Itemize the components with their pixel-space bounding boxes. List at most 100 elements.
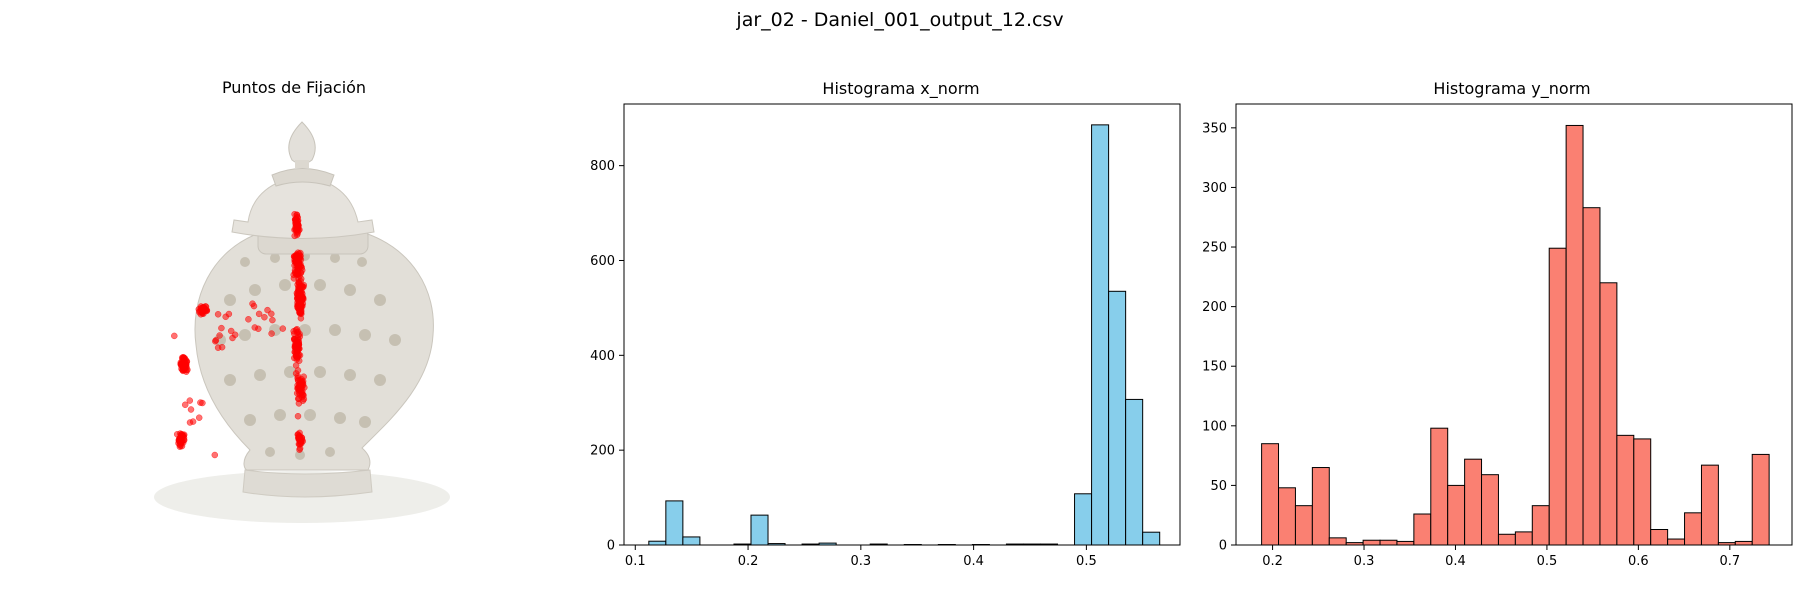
fixation-point <box>298 302 305 309</box>
fixation-point <box>294 220 302 228</box>
fixation-point <box>294 374 301 382</box>
fixation-point <box>178 360 185 368</box>
fixation-point <box>294 395 302 402</box>
fixation-point <box>296 291 303 299</box>
fixation-point <box>294 367 302 374</box>
fixation-point <box>295 250 303 257</box>
fixation-point <box>294 221 302 229</box>
fixation-point <box>295 292 302 300</box>
fixation-point <box>295 433 302 441</box>
fixation-point <box>297 315 305 322</box>
fixation-point <box>295 331 302 339</box>
fixation-point <box>295 261 303 268</box>
fixation-point <box>292 346 299 353</box>
fixation-point <box>292 220 299 227</box>
fixation-point <box>295 284 303 292</box>
fixation-point <box>298 297 306 304</box>
fixation-point <box>295 289 303 296</box>
fixation-point <box>292 270 299 277</box>
fixation-point <box>196 308 203 316</box>
histogram-bar <box>1328 537 1347 546</box>
fixation-point <box>296 333 304 340</box>
fixation-point <box>296 440 304 448</box>
fixation-point <box>296 291 304 299</box>
fixation-point <box>299 391 307 398</box>
histogram-bar <box>1700 464 1719 546</box>
fixation-point <box>175 437 183 445</box>
fixation-point <box>298 284 305 292</box>
fixation-point <box>297 294 305 301</box>
ceramic-jar-image <box>154 121 450 523</box>
fixation-point <box>294 343 301 350</box>
fixation-point <box>250 302 258 310</box>
fixation-point <box>180 362 187 370</box>
fixation-point <box>291 256 298 264</box>
fixation-point <box>296 283 304 291</box>
fixation-point <box>296 345 303 352</box>
fixation-point <box>299 397 307 404</box>
fixation-point <box>294 218 301 225</box>
fixation-point <box>296 299 303 306</box>
fixation-point <box>295 279 302 286</box>
fixation-point <box>179 366 186 374</box>
histogram-bar <box>1039 543 1059 546</box>
fixation-point <box>212 338 219 345</box>
fixation-point <box>294 354 301 361</box>
fixation-point <box>292 258 300 265</box>
fixation-point <box>297 383 304 390</box>
fixation-point <box>299 391 306 398</box>
fixation-point <box>293 254 301 262</box>
fixation-point <box>299 297 306 304</box>
fixation-point <box>293 211 301 219</box>
fixation-point <box>294 260 302 268</box>
fixation-panel-title: Puntos de Fijación <box>222 78 366 97</box>
fixation-point <box>293 345 301 352</box>
fixation-point <box>202 307 210 314</box>
fixation-point <box>296 305 303 313</box>
fixation-point <box>295 357 303 365</box>
fixation-point <box>298 378 306 386</box>
fixation-point <box>292 217 299 225</box>
y-tick-label: 100 <box>1202 419 1227 434</box>
histogram-y-axes-frame <box>1235 103 1793 546</box>
fixation-point <box>292 370 300 377</box>
fixation-point <box>197 303 205 310</box>
y-tick-label: 150 <box>1202 360 1227 375</box>
fixation-point <box>297 309 304 317</box>
fixation-point <box>290 253 298 260</box>
fixation-point <box>294 271 301 278</box>
fixation-point <box>227 327 235 335</box>
fixation-point <box>180 431 188 438</box>
histogram-bar <box>1497 533 1516 546</box>
fixation-point <box>299 380 307 387</box>
fixation-point <box>294 382 301 389</box>
fixation-point <box>294 266 302 274</box>
fixation-point <box>290 335 298 343</box>
fixation-point <box>298 375 305 383</box>
histogram-bar <box>750 514 769 546</box>
fixation-point <box>293 211 301 219</box>
fixation-point <box>189 418 197 425</box>
y-tick-label: 250 <box>1202 241 1227 256</box>
fixation-point <box>175 436 183 444</box>
fixation-point <box>176 441 184 448</box>
fixation-point <box>199 304 207 311</box>
fixation-point <box>295 259 303 266</box>
fixation-point <box>176 436 183 444</box>
fixation-point <box>199 305 207 313</box>
fixation-point <box>179 359 187 367</box>
fixation-point <box>300 392 307 399</box>
fixation-point <box>295 377 302 385</box>
fixation-point <box>293 341 300 349</box>
y-tick-label: 0 <box>1219 539 1227 554</box>
fixation-point <box>294 217 302 224</box>
fixation-point <box>176 436 184 443</box>
fixation-point <box>294 230 301 237</box>
fixation-point <box>297 438 304 446</box>
fixation-point <box>295 287 302 295</box>
fixation-point <box>296 385 304 393</box>
y-tick-label: 50 <box>1210 479 1227 494</box>
fixation-point <box>296 445 304 452</box>
fixation-point <box>300 281 308 289</box>
fixation-point <box>293 222 300 229</box>
